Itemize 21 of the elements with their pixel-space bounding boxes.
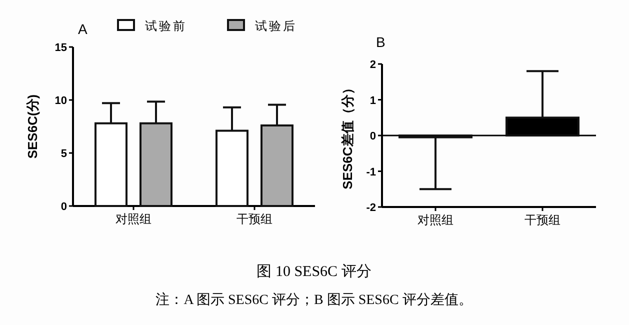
y-tick-label: 0 — [370, 130, 376, 142]
y-tick-label: 10 — [54, 95, 67, 107]
y-tick-label: 0 — [60, 201, 67, 213]
y-tick-label: -1 — [366, 166, 376, 178]
chart-title: A — [78, 21, 88, 37]
x-tick-label: 对照组 — [116, 212, 152, 226]
y-tick-label: 15 — [54, 42, 67, 54]
y-tick-label: -2 — [366, 202, 376, 214]
x-tick-label: 干预组 — [236, 212, 272, 226]
y-axis-title: SES6C差值（分） — [340, 82, 355, 190]
legend-label: 试验后 — [255, 19, 297, 33]
y-axis-title: SES6C(分) — [25, 94, 40, 159]
x-tick-label: 对照组 — [418, 213, 454, 227]
y-tick-label: 2 — [370, 59, 376, 71]
y-tick-label: 1 — [370, 94, 376, 107]
caption: 图 10 SES6C 评分 — [256, 263, 372, 280]
chart-title: B — [376, 34, 386, 50]
text: 注：A 图示 SES6C 评分；B 图示 SES6C 评分差值。 — [156, 292, 472, 308]
y-tick-label: 5 — [60, 148, 67, 160]
legend-label: 试验前 — [145, 19, 187, 33]
x-tick-label: 干预组 — [524, 213, 560, 227]
